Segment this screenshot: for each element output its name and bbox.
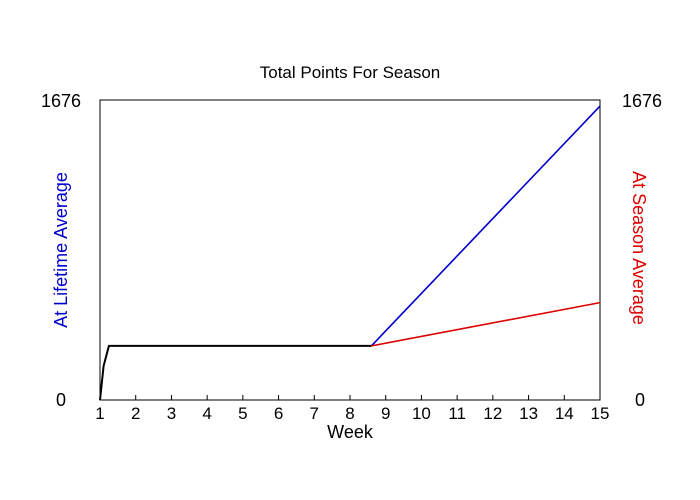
- series-layer: [99, 105, 601, 401]
- x-tick-label: 9: [381, 404, 390, 423]
- x-tick-label: 7: [310, 404, 319, 423]
- y-axis-left-label: At Lifetime Average: [51, 172, 71, 328]
- chart-title: Total Points For Season: [260, 63, 440, 82]
- x-tick-label: 8: [345, 404, 354, 423]
- x-tick-label: 2: [131, 404, 140, 423]
- series-line-lifetime: [370, 105, 601, 347]
- x-axis-label: Week: [327, 422, 374, 442]
- y-left-min-label: 0: [56, 390, 66, 410]
- x-tick-label: 4: [202, 404, 211, 423]
- y-right-max-label: 1676: [622, 91, 662, 111]
- y-left-max-label: 1676: [41, 91, 81, 111]
- x-tick-label: 12: [483, 404, 502, 423]
- y-right-min-label: 0: [635, 390, 645, 410]
- x-tick-label: 10: [412, 404, 431, 423]
- x-tick-label: 5: [238, 404, 247, 423]
- series-line-actual: [99, 344, 372, 401]
- x-tick-label: 11: [448, 404, 466, 423]
- x-axis-ticks: 1 2 3 4 5 6 7 8 9 10 11 12 13 14 15: [95, 395, 609, 423]
- x-tick-label: 1: [95, 404, 104, 423]
- x-tick-label: 13: [519, 404, 538, 423]
- x-tick-label: 15: [591, 404, 610, 423]
- x-tick-label: 3: [167, 404, 176, 423]
- x-tick-label: 6: [274, 404, 283, 423]
- series-line-season: [371, 301, 601, 347]
- x-tick-label: 14: [555, 404, 574, 423]
- y-axis-right-label: At Season Average: [629, 171, 649, 325]
